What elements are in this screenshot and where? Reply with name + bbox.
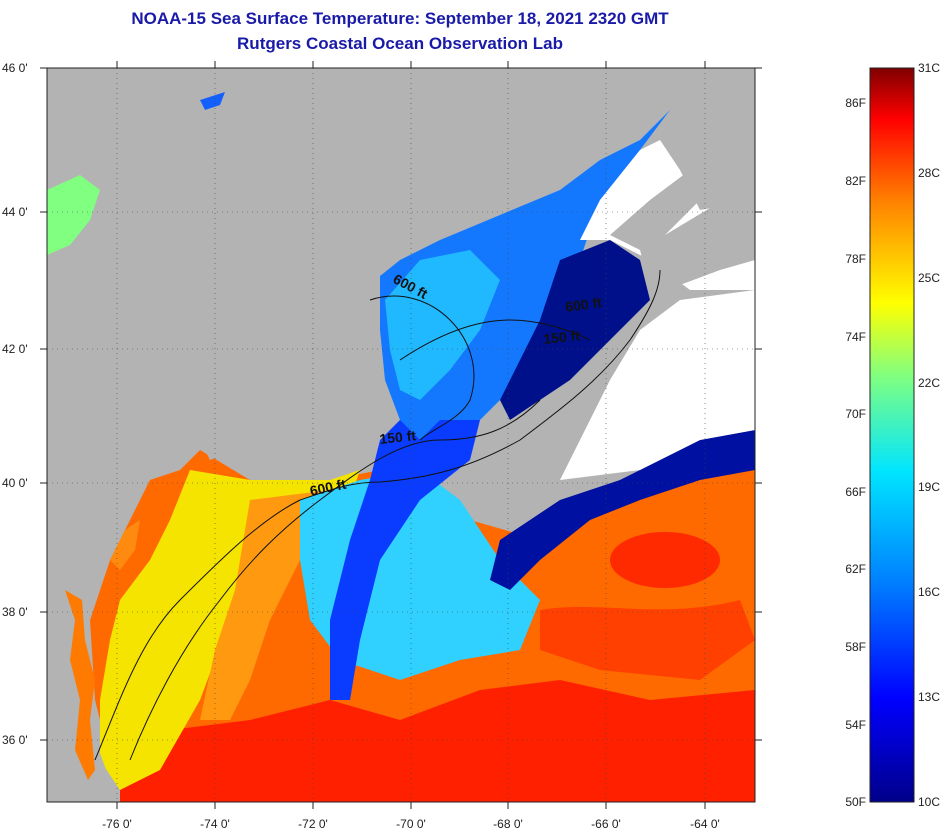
delaware-bay — [110, 520, 140, 570]
inland-lake — [200, 92, 225, 110]
depth-contours — [94, 269, 661, 761]
nova-scotia — [640, 180, 755, 290]
chesapeake-bay — [65, 590, 95, 780]
great-lake — [47, 175, 100, 255]
fahrenheit-label: 54F — [845, 718, 866, 732]
cloud-cover-east — [560, 290, 755, 480]
maine-nova-scotia-land — [47, 68, 755, 802]
shelf-contour-north — [399, 319, 591, 361]
contour-150ft — [129, 399, 541, 761]
warm-eddy — [610, 532, 720, 588]
fahrenheit-label: 78F — [845, 252, 866, 266]
ocean-hot-band — [120, 680, 755, 802]
celsius-label: 16C — [918, 585, 940, 599]
fahrenheit-label: 66F — [845, 485, 866, 499]
sst-plot-area — [47, 68, 755, 802]
graticule — [47, 68, 755, 802]
celsius-label: 25C — [918, 271, 940, 285]
map-title: NOAA-15 Sea Surface Temperature: Septemb… — [131, 9, 669, 28]
cold-water-tongue — [330, 380, 480, 700]
gulf-stream-warm-patch — [540, 600, 755, 680]
lat-label: 46 0' — [2, 61, 28, 75]
celsius-label: 22C — [918, 376, 940, 390]
latitude-labels: 46 0' 44 0' 42 0' 40 0' 38 0' 36 0' — [2, 61, 28, 747]
lat-label: 36 0' — [2, 733, 28, 747]
contour-label: 150 ft — [543, 327, 581, 347]
lat-label: 38 0' — [2, 605, 28, 619]
colorbar-gradient — [869, 67, 915, 803]
long-island — [205, 400, 360, 460]
lon-label: -72 0' — [298, 817, 328, 831]
fahrenheit-label: 58F — [845, 640, 866, 654]
celsius-label: 31C — [918, 61, 940, 75]
celsius-label: 10C — [918, 795, 940, 809]
gulf-of-maine-contour — [369, 295, 475, 441]
lon-label: -64 0' — [690, 817, 720, 831]
contour-600ft — [94, 269, 661, 761]
deep-cold-band — [500, 240, 650, 420]
lon-label: -66 0' — [591, 817, 621, 831]
lon-label: -74 0' — [200, 817, 230, 831]
plot-frame — [46, 67, 756, 803]
contour-label: 600 ft — [564, 294, 603, 315]
shelf-warm-water — [100, 470, 360, 790]
gulf-of-maine-cyan — [385, 250, 500, 400]
cold-band-east — [490, 430, 755, 590]
colorbar-celsius-labels: 31C 28C 25C 22C 19C 16C 13C 10C — [918, 61, 940, 809]
celsius-label: 19C — [918, 480, 940, 494]
lat-label: 44 0' — [2, 205, 28, 219]
lon-label: -76 0' — [102, 817, 132, 831]
colorbar-fahrenheit-labels: 86F 82F 78F 74F 70F 66F 62F 58F 54F 50F — [845, 96, 866, 809]
fahrenheit-label: 50F — [845, 795, 866, 809]
lon-label: -68 0' — [493, 817, 523, 831]
fahrenheit-label: 62F — [845, 562, 866, 576]
celsius-label: 13C — [918, 690, 940, 704]
lon-label: -70 0' — [396, 817, 426, 831]
contour-label: 600 ft — [308, 476, 347, 499]
fahrenheit-label: 86F — [845, 96, 866, 110]
contour-label: 150 ft — [379, 427, 417, 447]
fahrenheit-label: 82F — [845, 174, 866, 188]
longitude-labels: -76 0' -74 0' -72 0' -70 0' -68 0' -66 0… — [102, 817, 720, 831]
fahrenheit-label: 70F — [845, 407, 866, 421]
map-subtitle: Rutgers Coastal Ocean Observation Lab — [237, 34, 563, 53]
temperature-colorbar: 86F 82F 78F 74F 70F 66F 62F 58F 54F 50F … — [845, 61, 940, 809]
lat-label: 40 0' — [2, 476, 28, 490]
celsius-label: 28C — [918, 166, 940, 180]
lat-label: 42 0' — [2, 342, 28, 356]
axis-ticks — [40, 61, 762, 809]
fahrenheit-label: 74F — [845, 330, 866, 344]
